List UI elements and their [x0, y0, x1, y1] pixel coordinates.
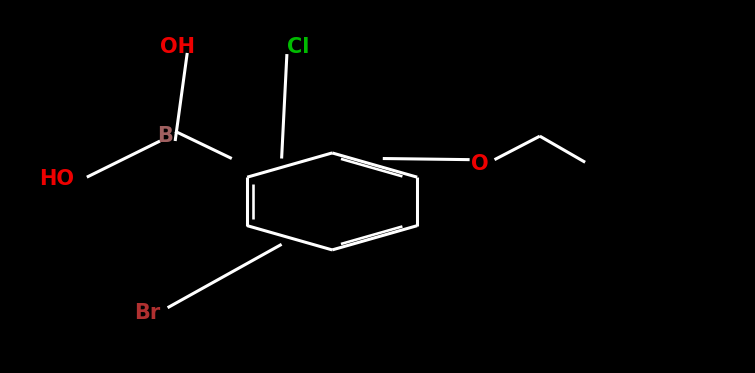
- Text: HO: HO: [39, 169, 74, 189]
- Text: OH: OH: [160, 37, 195, 57]
- Text: Br: Br: [134, 303, 160, 323]
- Text: Cl: Cl: [287, 37, 310, 57]
- Text: O: O: [470, 154, 488, 174]
- Text: B: B: [156, 126, 173, 146]
